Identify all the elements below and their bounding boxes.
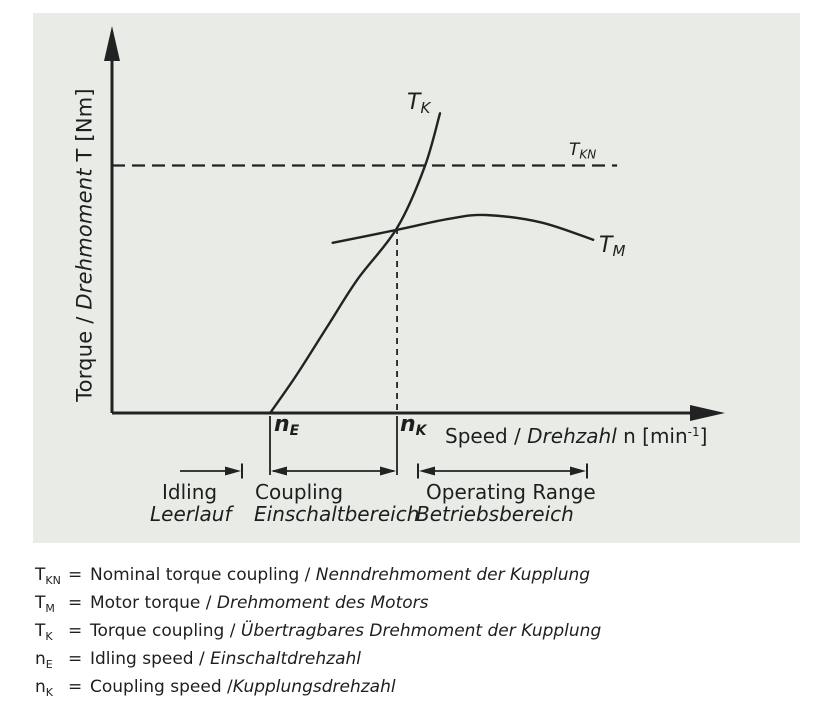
- equals-sign: =: [68, 621, 83, 641]
- operating-range-label-en: Operating Range: [426, 480, 596, 504]
- ne-symbol: n: [274, 412, 290, 437]
- nk-symbol: n: [400, 412, 416, 437]
- extension-lines: [269, 416, 398, 475]
- legend-text-en: Torque coupling: [90, 621, 225, 641]
- tk-subscript: K: [420, 99, 431, 118]
- x-axis-label-unit: n [min: [616, 424, 688, 448]
- tkn-symbol: T: [569, 140, 580, 160]
- idling-range-label-de: Leerlauf: [150, 502, 232, 526]
- legend-text-en: Coupling speed: [90, 677, 222, 697]
- legend-symbol: TM: [35, 593, 55, 615]
- x-axis-label-unit-close: ]: [699, 424, 708, 448]
- tkn-subscript: KN: [579, 147, 597, 162]
- tm-curve-label: TM: [599, 235, 625, 259]
- legend-text-en: Motor torque: [90, 593, 201, 613]
- legend-row-ne: nE = Idling speed / Einschaltdrehzahl: [35, 649, 601, 677]
- legend-text-en: Idling speed: [90, 649, 194, 669]
- y-axis-label-unit: T [Nm]: [72, 88, 97, 169]
- x-axis-label-exponent: -1: [687, 425, 700, 439]
- tm-symbol: T: [599, 233, 613, 258]
- equals-sign: =: [68, 593, 83, 613]
- y-axis: [104, 26, 120, 413]
- equals-sign: =: [68, 649, 83, 669]
- legend-row-tkn: TKN = Nominal torque coupling / Nenndreh…: [35, 565, 601, 593]
- legend-separator: /: [299, 565, 316, 585]
- y-axis-label: Torque / Drehmoment T [Nm]: [72, 88, 97, 402]
- legend-text-de: Einschaltdrehzahl: [210, 649, 361, 669]
- legend-text-en: Nominal torque coupling: [90, 565, 300, 585]
- legend-row-tm: TM = Motor torque / Drehmoment des Motor…: [35, 593, 601, 621]
- chart-panel: Torque / Drehmoment T [Nm] Speed / Drehz…: [33, 13, 800, 543]
- legend: TKN = Nominal torque coupling / Nenndreh…: [35, 565, 601, 705]
- coupling-range-label-en: Coupling: [255, 480, 344, 504]
- x-axis-label-en: Speed /: [445, 424, 528, 448]
- legend-separator: /: [193, 649, 211, 669]
- coupling-range-label-de: Einschaltbereich: [254, 502, 420, 526]
- legend-separator: /: [200, 593, 217, 613]
- operating-range-dimension: [417, 463, 588, 479]
- operating-range-label-de: Betriebsbereich: [416, 502, 574, 526]
- legend-separator: /: [224, 621, 241, 641]
- y-axis-label-en: Torque /: [72, 309, 97, 402]
- ne-marker-label: nE: [274, 414, 299, 438]
- tkn-line-label: TKN: [569, 140, 597, 162]
- legend-row-tk: TK = Torque coupling / Übertragbares Dre…: [35, 621, 601, 649]
- nk-marker-label: nK: [400, 414, 427, 438]
- equals-sign: =: [68, 565, 83, 585]
- legend-symbol: nE: [35, 649, 53, 671]
- legend-symbol: TK: [35, 621, 53, 643]
- equals-sign: =: [68, 677, 83, 697]
- legend-symbol: TKN: [35, 565, 61, 587]
- tm-curve: [331, 213, 595, 244]
- x-axis: [112, 405, 725, 421]
- legend-separator: /: [221, 677, 233, 697]
- ne-subscript: E: [289, 422, 300, 439]
- x-axis-arrowhead: [690, 405, 725, 421]
- x-axis-label-de: Drehzahl: [527, 424, 617, 448]
- x-axis-label: Speed / Drehzahl n [min-1]: [445, 426, 707, 446]
- legend-text-de: Drehmoment des Motors: [216, 593, 429, 613]
- nk-subscript: K: [415, 422, 427, 439]
- tk-curve: [268, 112, 442, 415]
- idling-range-dimension: [180, 463, 243, 479]
- legend-text-de: Nenndrehmoment der Kupplung: [315, 565, 591, 585]
- legend-symbol: nK: [35, 677, 53, 699]
- tm-subscript: M: [612, 242, 626, 261]
- legend-text-de: Kupplungsdrehzahl: [232, 677, 396, 697]
- chart-canvas: [104, 26, 725, 479]
- idling-range-label-en: Idling: [162, 480, 218, 504]
- coupling-range-dimension: [271, 466, 396, 476]
- legend-text-de: Übertragbares Drehmoment der Kupplung: [240, 621, 602, 641]
- tk-symbol: T: [407, 90, 421, 115]
- y-axis-label-de: Drehmoment: [72, 168, 97, 310]
- legend-row-nk: nK = Coupling speed / Kupplungsdrehzahl: [35, 677, 601, 705]
- y-axis-arrowhead: [104, 26, 120, 61]
- tk-curve-label: TK: [407, 92, 430, 116]
